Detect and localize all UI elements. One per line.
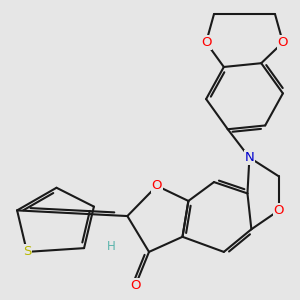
Text: O: O [130, 279, 140, 292]
Text: O: O [152, 179, 162, 192]
Text: N: N [244, 151, 254, 164]
Text: H: H [107, 240, 116, 253]
Text: O: O [278, 36, 288, 49]
Text: O: O [201, 36, 211, 49]
Text: S: S [23, 245, 31, 258]
Text: O: O [274, 204, 284, 217]
